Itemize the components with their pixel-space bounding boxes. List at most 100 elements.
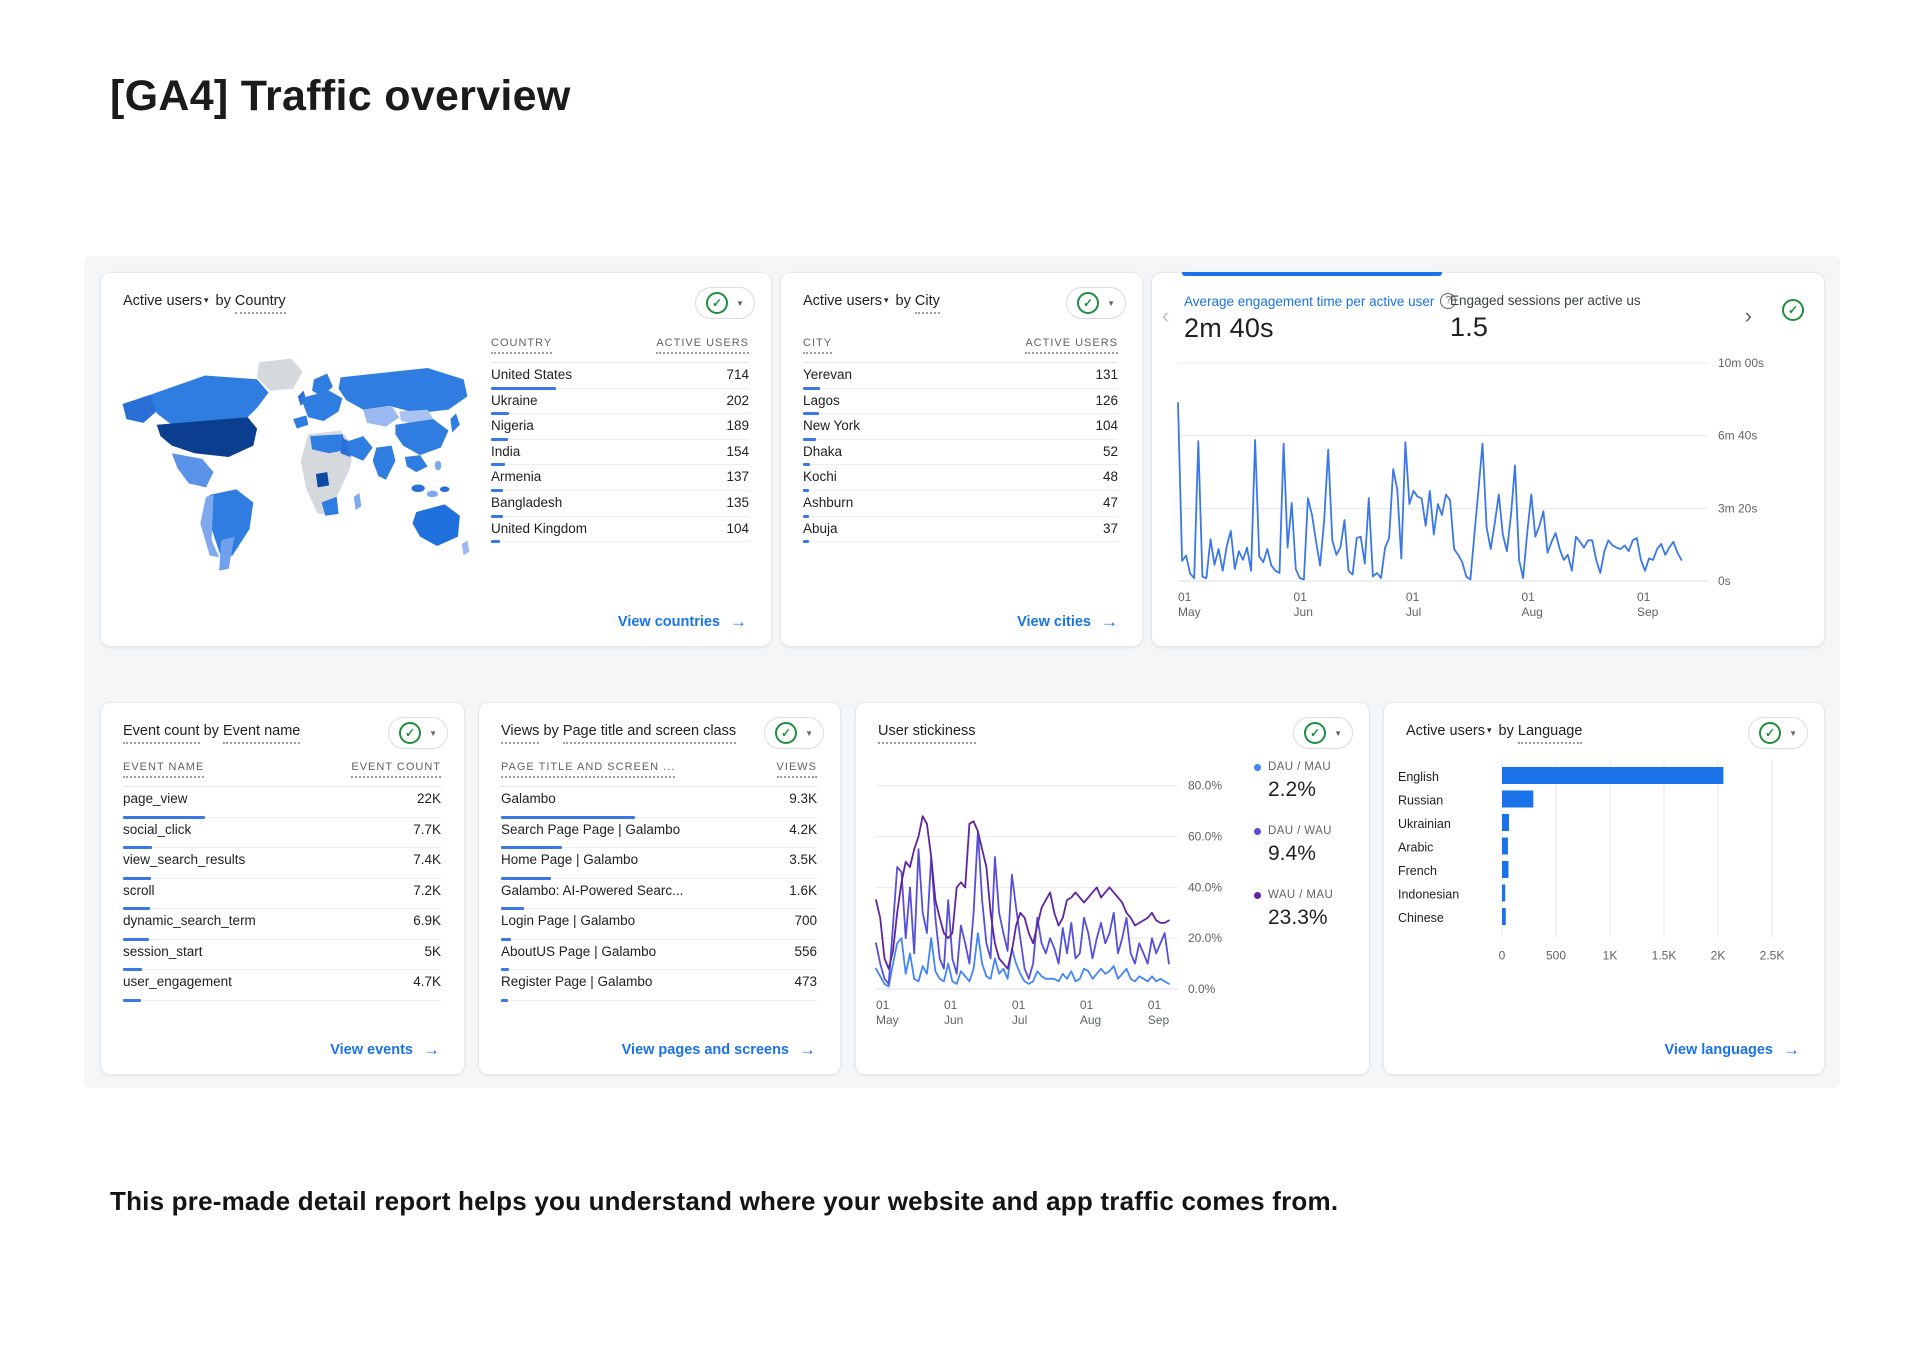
- row-label: Lagos: [803, 392, 840, 408]
- chevron-right-icon[interactable]: ›: [1744, 303, 1752, 328]
- row-value: 22K: [416, 791, 441, 806]
- row-label: scroll: [123, 882, 155, 898]
- user-stickiness-card: User stickiness ✓ ▼ 80.0% 60.0% 40.0% 20.0%…: [855, 702, 1370, 1075]
- row-value: 714: [726, 367, 749, 382]
- data-quality-dropdown[interactable]: ✓ ▼: [1066, 287, 1126, 319]
- row-mini-bar: [501, 968, 509, 971]
- chevron-down-icon: ▼: [1334, 728, 1342, 738]
- row-mini-bar: [803, 488, 809, 492]
- metric-name[interactable]: Active users: [123, 293, 202, 309]
- chevron-down-icon: ▼: [736, 298, 744, 308]
- city-table-header: CITY ACTIVE USERS: [803, 335, 1118, 363]
- row-label: Nigeria: [491, 418, 534, 434]
- row-value: 4.2K: [789, 821, 817, 837]
- data-quality-dropdown[interactable]: ✓ ▼: [764, 717, 824, 749]
- dimension-name[interactable]: Country: [234, 293, 286, 314]
- table-row: Register Page | Galambo 473: [501, 970, 817, 1002]
- row-value: 52: [1102, 443, 1118, 459]
- tab-avg-engagement-time[interactable]: Average engagement time per active user …: [1184, 293, 1457, 344]
- table-row: AboutUS Page | Galambo 556: [501, 940, 817, 971]
- row-mini-bar: [501, 998, 508, 1002]
- row-mini-bar: [803, 412, 819, 416]
- svg-text:Ukrainian: Ukrainian: [1398, 817, 1451, 831]
- svg-text:Aug: Aug: [1521, 605, 1542, 619]
- card-title-city: Active users ▾ by City: [803, 293, 940, 314]
- svg-text:Chinese: Chinese: [1398, 911, 1444, 925]
- dimension-name[interactable]: City: [914, 293, 940, 314]
- view-pages-and-screens-link[interactable]: View pages and screens →: [621, 1040, 816, 1059]
- metric-caret-icon[interactable]: ▾: [203, 295, 209, 305]
- card-title-views: Views by Page title and screen class: [501, 723, 737, 744]
- svg-text:2K: 2K: [1711, 949, 1726, 963]
- city-table: CITY ACTIVE USERS Yerevan 131 Lagos 126 New …: [803, 335, 1118, 544]
- row-value: 7.7K: [413, 821, 441, 837]
- svg-text:0s: 0s: [1718, 574, 1731, 588]
- active-users-by-city-card: Active users ▾ by City ✓ ▼ CITY ACTIVE US…: [780, 272, 1143, 647]
- legend-dau-mau: DAU / MAU 2.2%: [1254, 761, 1364, 802]
- row-label: Register Page | Galambo: [501, 974, 653, 989]
- metric-name[interactable]: Active users: [1406, 723, 1485, 739]
- legend-dot: [1254, 827, 1261, 835]
- data-quality-check-icon: ✓: [706, 292, 729, 314]
- data-quality-dropdown[interactable]: ✓ ▼: [695, 287, 755, 319]
- data-quality-dropdown[interactable]: ✓ ▼: [388, 717, 448, 749]
- row-label: New York: [803, 418, 861, 434]
- table-row: Lagos 126: [803, 389, 1118, 416]
- svg-text:20.0%: 20.0%: [1188, 931, 1222, 945]
- metric-name[interactable]: Views: [501, 723, 540, 744]
- metric-caret-icon[interactable]: ▾: [883, 295, 889, 305]
- dimension-name[interactable]: Language: [1517, 723, 1583, 744]
- chevron-down-icon: ▼: [429, 728, 437, 738]
- data-quality-dropdown[interactable]: ✓ ▼: [1748, 717, 1808, 749]
- svg-text:Indonesian: Indonesian: [1398, 888, 1459, 902]
- svg-text:Aug: Aug: [1080, 1013, 1101, 1027]
- country-table-header: COUNTRY ACTIVE USERS: [491, 335, 749, 363]
- row-label: AboutUS Page | Galambo: [501, 943, 657, 959]
- card-title-country: Active users ▾ by Country: [123, 293, 286, 314]
- table-row: Login Page | Galambo 700: [501, 909, 817, 941]
- dimension-name[interactable]: Event name: [222, 723, 301, 744]
- report-description: This pre-made detail report helps you un…: [110, 1186, 1339, 1216]
- row-label: Armenia: [491, 469, 542, 485]
- svg-text:01: 01: [1080, 998, 1094, 1012]
- metric-caret-icon[interactable]: ▾: [1486, 725, 1492, 735]
- row-mini-bar: [491, 463, 505, 467]
- metric-name[interactable]: Event count: [123, 723, 200, 744]
- row-value: 6.9K: [413, 913, 441, 928]
- row-label: Bangladesh: [491, 494, 563, 510]
- table-row: United States 714: [491, 363, 749, 390]
- view-countries-link[interactable]: View countries →: [617, 612, 747, 631]
- help-icon[interactable]: ?: [1440, 293, 1457, 309]
- row-value: 7.4K: [413, 852, 441, 867]
- events-table: EVENT NAME EVENT COUNT page_view 22K socia…: [123, 759, 441, 1002]
- card-title-stickiness: User stickiness: [878, 723, 976, 744]
- row-label: page_view: [123, 791, 188, 806]
- row-label: Login Page | Galambo: [501, 913, 636, 928]
- row-value: 189: [726, 418, 749, 434]
- svg-text:01: 01: [876, 998, 890, 1012]
- data-quality-dropdown[interactable]: ✓ ▼: [1293, 717, 1353, 749]
- view-languages-link[interactable]: View languages →: [1664, 1040, 1800, 1059]
- row-label: view_search_results: [123, 852, 246, 867]
- view-events-link[interactable]: View events →: [330, 1040, 440, 1059]
- data-quality-check-icon[interactable]: ✓: [1782, 299, 1804, 321]
- dimension-name[interactable]: Page title and screen class: [562, 723, 737, 744]
- row-label: dynamic_search_term: [123, 913, 256, 928]
- arrow-right-icon: →: [423, 1040, 440, 1059]
- row-mini-bar: [123, 998, 141, 1002]
- tab-engaged-sessions[interactable]: Engaged sessions per active us 1.5: [1450, 293, 1641, 342]
- metric-name[interactable]: Active users: [803, 293, 882, 309]
- chevron-left-icon[interactable]: ‹: [1162, 303, 1170, 328]
- row-label: Dhaka: [803, 443, 843, 459]
- row-mini-bar: [123, 907, 150, 910]
- svg-text:1K: 1K: [1603, 949, 1618, 963]
- row-label: Galambo: [501, 791, 556, 806]
- table-row: United Kingdom 104: [491, 517, 749, 544]
- legend-dot: [1254, 763, 1261, 771]
- row-mini-bar: [803, 437, 816, 441]
- row-value: 104: [726, 520, 749, 536]
- view-cities-link[interactable]: View cities →: [1017, 612, 1118, 631]
- metric-name[interactable]: User stickiness: [878, 723, 976, 744]
- table-row: social_click 7.7K: [123, 818, 441, 849]
- svg-text:Jul: Jul: [1012, 1013, 1027, 1027]
